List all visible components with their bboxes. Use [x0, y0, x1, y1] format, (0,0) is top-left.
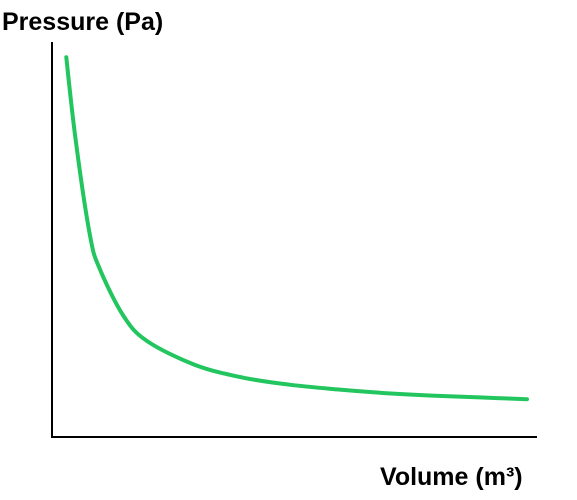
- series-line-0: [64, 55, 529, 402]
- y-axis-label: Pressure (Pa): [2, 8, 163, 36]
- plot-area: [64, 55, 529, 402]
- x-axis-label: Volume (m³): [380, 463, 523, 491]
